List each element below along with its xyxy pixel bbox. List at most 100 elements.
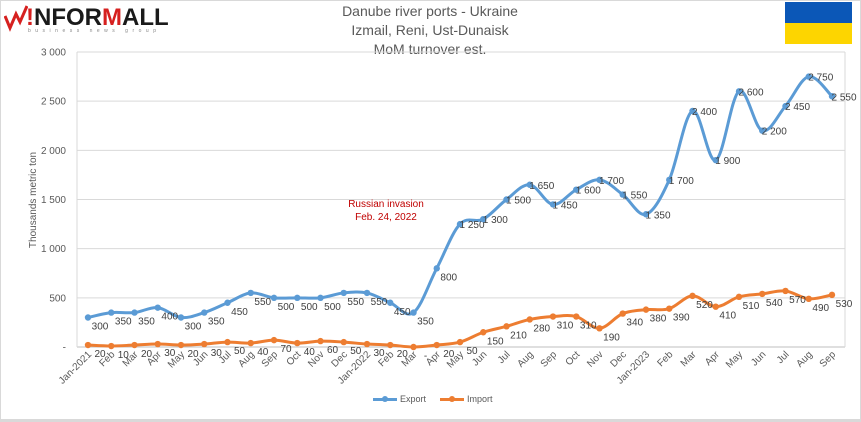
import-data-label: 380 bbox=[650, 314, 667, 325]
import-point[interactable] bbox=[805, 295, 812, 303]
export-point[interactable] bbox=[596, 176, 603, 184]
import-data-label: 30 bbox=[211, 348, 223, 359]
export-point[interactable] bbox=[573, 186, 580, 193]
export-data-label: 350 bbox=[115, 317, 132, 328]
import-point[interactable] bbox=[363, 340, 371, 348]
import-point[interactable] bbox=[247, 339, 254, 347]
export-point[interactable] bbox=[642, 211, 650, 218]
export-point[interactable] bbox=[666, 176, 673, 184]
title-line-1: Danube river ports - Ukraine bbox=[342, 3, 518, 19]
export-point[interactable] bbox=[294, 294, 301, 302]
import-point[interactable] bbox=[735, 293, 743, 301]
legend-item-import[interactable]: Import bbox=[440, 394, 493, 404]
export-point[interactable] bbox=[201, 309, 208, 316]
import-point[interactable] bbox=[294, 339, 301, 347]
import-data-label: 340 bbox=[626, 318, 643, 329]
import-data-label: 40 bbox=[257, 347, 269, 358]
import-point[interactable] bbox=[596, 325, 603, 332]
import-point[interactable] bbox=[666, 305, 673, 312]
export-point[interactable] bbox=[387, 299, 394, 306]
export-data-label: 2 550 bbox=[831, 92, 856, 103]
import-point[interactable] bbox=[456, 338, 464, 346]
import-point[interactable] bbox=[689, 292, 696, 300]
export-point[interactable] bbox=[433, 265, 440, 272]
export-data-label: 500 bbox=[301, 302, 318, 313]
export-point[interactable] bbox=[317, 294, 324, 302]
export-point[interactable] bbox=[735, 88, 743, 95]
export-point[interactable] bbox=[108, 309, 115, 316]
import-point[interactable] bbox=[549, 313, 557, 320]
import-point[interactable] bbox=[131, 341, 138, 349]
export-data-label: 550 bbox=[254, 297, 271, 308]
export-point[interactable] bbox=[689, 107, 696, 115]
import-point[interactable] bbox=[712, 303, 719, 310]
export-point[interactable] bbox=[224, 299, 231, 306]
export-data-label: 1 500 bbox=[506, 196, 531, 207]
export-data-label: 2 600 bbox=[738, 87, 763, 98]
export-point[interactable] bbox=[805, 73, 812, 80]
import-point[interactable] bbox=[340, 338, 347, 346]
x-tick-label: Feb bbox=[655, 349, 675, 369]
legend-item-export[interactable]: Export bbox=[373, 394, 426, 404]
import-point[interactable] bbox=[480, 329, 487, 336]
export-data-label: 300 bbox=[92, 322, 109, 333]
import-point[interactable] bbox=[108, 342, 115, 350]
x-tick-label: Aug bbox=[516, 349, 536, 369]
import-point[interactable] bbox=[410, 343, 417, 351]
import-point[interactable] bbox=[526, 316, 533, 323]
import-point[interactable] bbox=[433, 341, 440, 349]
import-data-label: 50 bbox=[350, 346, 362, 357]
export-point[interactable] bbox=[549, 201, 557, 208]
import-point[interactable] bbox=[828, 291, 836, 299]
import-point[interactable] bbox=[317, 337, 324, 345]
flag-blue-stripe bbox=[785, 2, 852, 23]
export-data-label: 350 bbox=[208, 317, 225, 328]
import-point[interactable] bbox=[642, 306, 650, 313]
import-data-label: 510 bbox=[743, 301, 760, 312]
import-data-label: 490 bbox=[812, 303, 829, 314]
import-point[interactable] bbox=[201, 340, 208, 348]
export-point[interactable] bbox=[177, 314, 185, 321]
export-point[interactable] bbox=[131, 309, 138, 316]
import-data-label: 50 bbox=[234, 346, 246, 357]
import-point[interactable] bbox=[619, 310, 626, 317]
export-point[interactable] bbox=[154, 304, 161, 311]
x-tick-label: Nov bbox=[585, 349, 605, 369]
export-point[interactable] bbox=[526, 181, 533, 188]
import-point[interactable] bbox=[154, 340, 161, 348]
x-tick-label: Mar bbox=[679, 349, 699, 369]
import-point[interactable] bbox=[270, 336, 278, 344]
import-data-label: 20 bbox=[141, 349, 153, 360]
export-point[interactable] bbox=[456, 220, 464, 228]
import-point[interactable] bbox=[177, 341, 185, 349]
export-point[interactable] bbox=[84, 314, 92, 321]
export-data-label: 500 bbox=[324, 302, 341, 313]
export-point[interactable] bbox=[270, 294, 278, 302]
export-data-label: 2 200 bbox=[762, 127, 787, 138]
import-point[interactable] bbox=[387, 341, 394, 349]
export-point[interactable] bbox=[712, 156, 719, 164]
export-point[interactable] bbox=[247, 289, 254, 297]
import-data-label: 30 bbox=[164, 348, 176, 359]
export-point[interactable] bbox=[410, 309, 417, 316]
export-point[interactable] bbox=[782, 102, 789, 110]
import-point[interactable] bbox=[759, 290, 766, 298]
export-point[interactable] bbox=[340, 289, 347, 297]
import-point[interactable] bbox=[84, 341, 92, 349]
export-point[interactable] bbox=[503, 196, 510, 203]
export-point[interactable] bbox=[480, 215, 487, 223]
export-point[interactable] bbox=[759, 127, 766, 134]
import-data-label: 70 bbox=[280, 344, 292, 355]
import-point[interactable] bbox=[782, 287, 789, 295]
import-point[interactable] bbox=[573, 313, 580, 320]
import-data-label: 150 bbox=[487, 336, 504, 347]
export-point[interactable] bbox=[828, 93, 836, 100]
import-point[interactable] bbox=[224, 338, 231, 346]
import-data-label: 280 bbox=[533, 323, 550, 334]
import-point[interactable] bbox=[503, 323, 510, 330]
title-line-2: Izmail, Reni, Ust-Dunaisk bbox=[351, 22, 509, 38]
export-point[interactable] bbox=[363, 289, 371, 297]
y-tick-label: 500 bbox=[49, 293, 66, 304]
export-point[interactable] bbox=[619, 191, 626, 198]
